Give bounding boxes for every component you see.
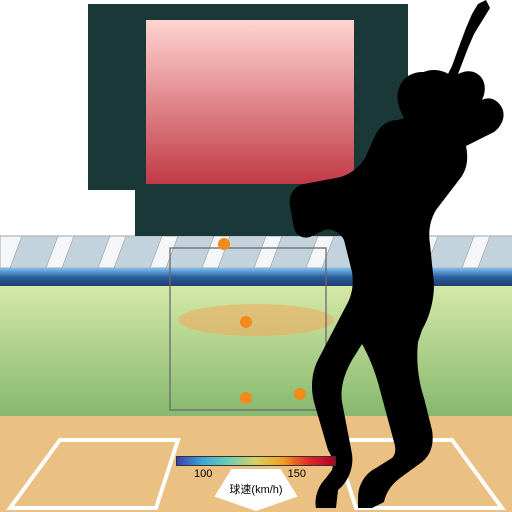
legend-label: 球速(km/h) — [229, 481, 282, 497]
legend-tick-max: 150 — [288, 468, 306, 480]
legend-gradient-bar — [176, 456, 336, 466]
speed-legend: 100 150 球速(km/h) — [176, 456, 336, 497]
pitch-marker — [218, 238, 230, 250]
pitch-marker — [240, 392, 252, 404]
pitch-scene — [0, 0, 512, 512]
legend-ticks: 100 150 — [176, 468, 336, 480]
scoreboard-screen — [146, 20, 354, 184]
pitchers-mound — [178, 304, 334, 336]
pitch-marker — [294, 388, 306, 400]
outfield-wall — [0, 268, 512, 286]
legend-tick-min: 100 — [194, 468, 212, 480]
pitch-marker — [240, 316, 252, 328]
